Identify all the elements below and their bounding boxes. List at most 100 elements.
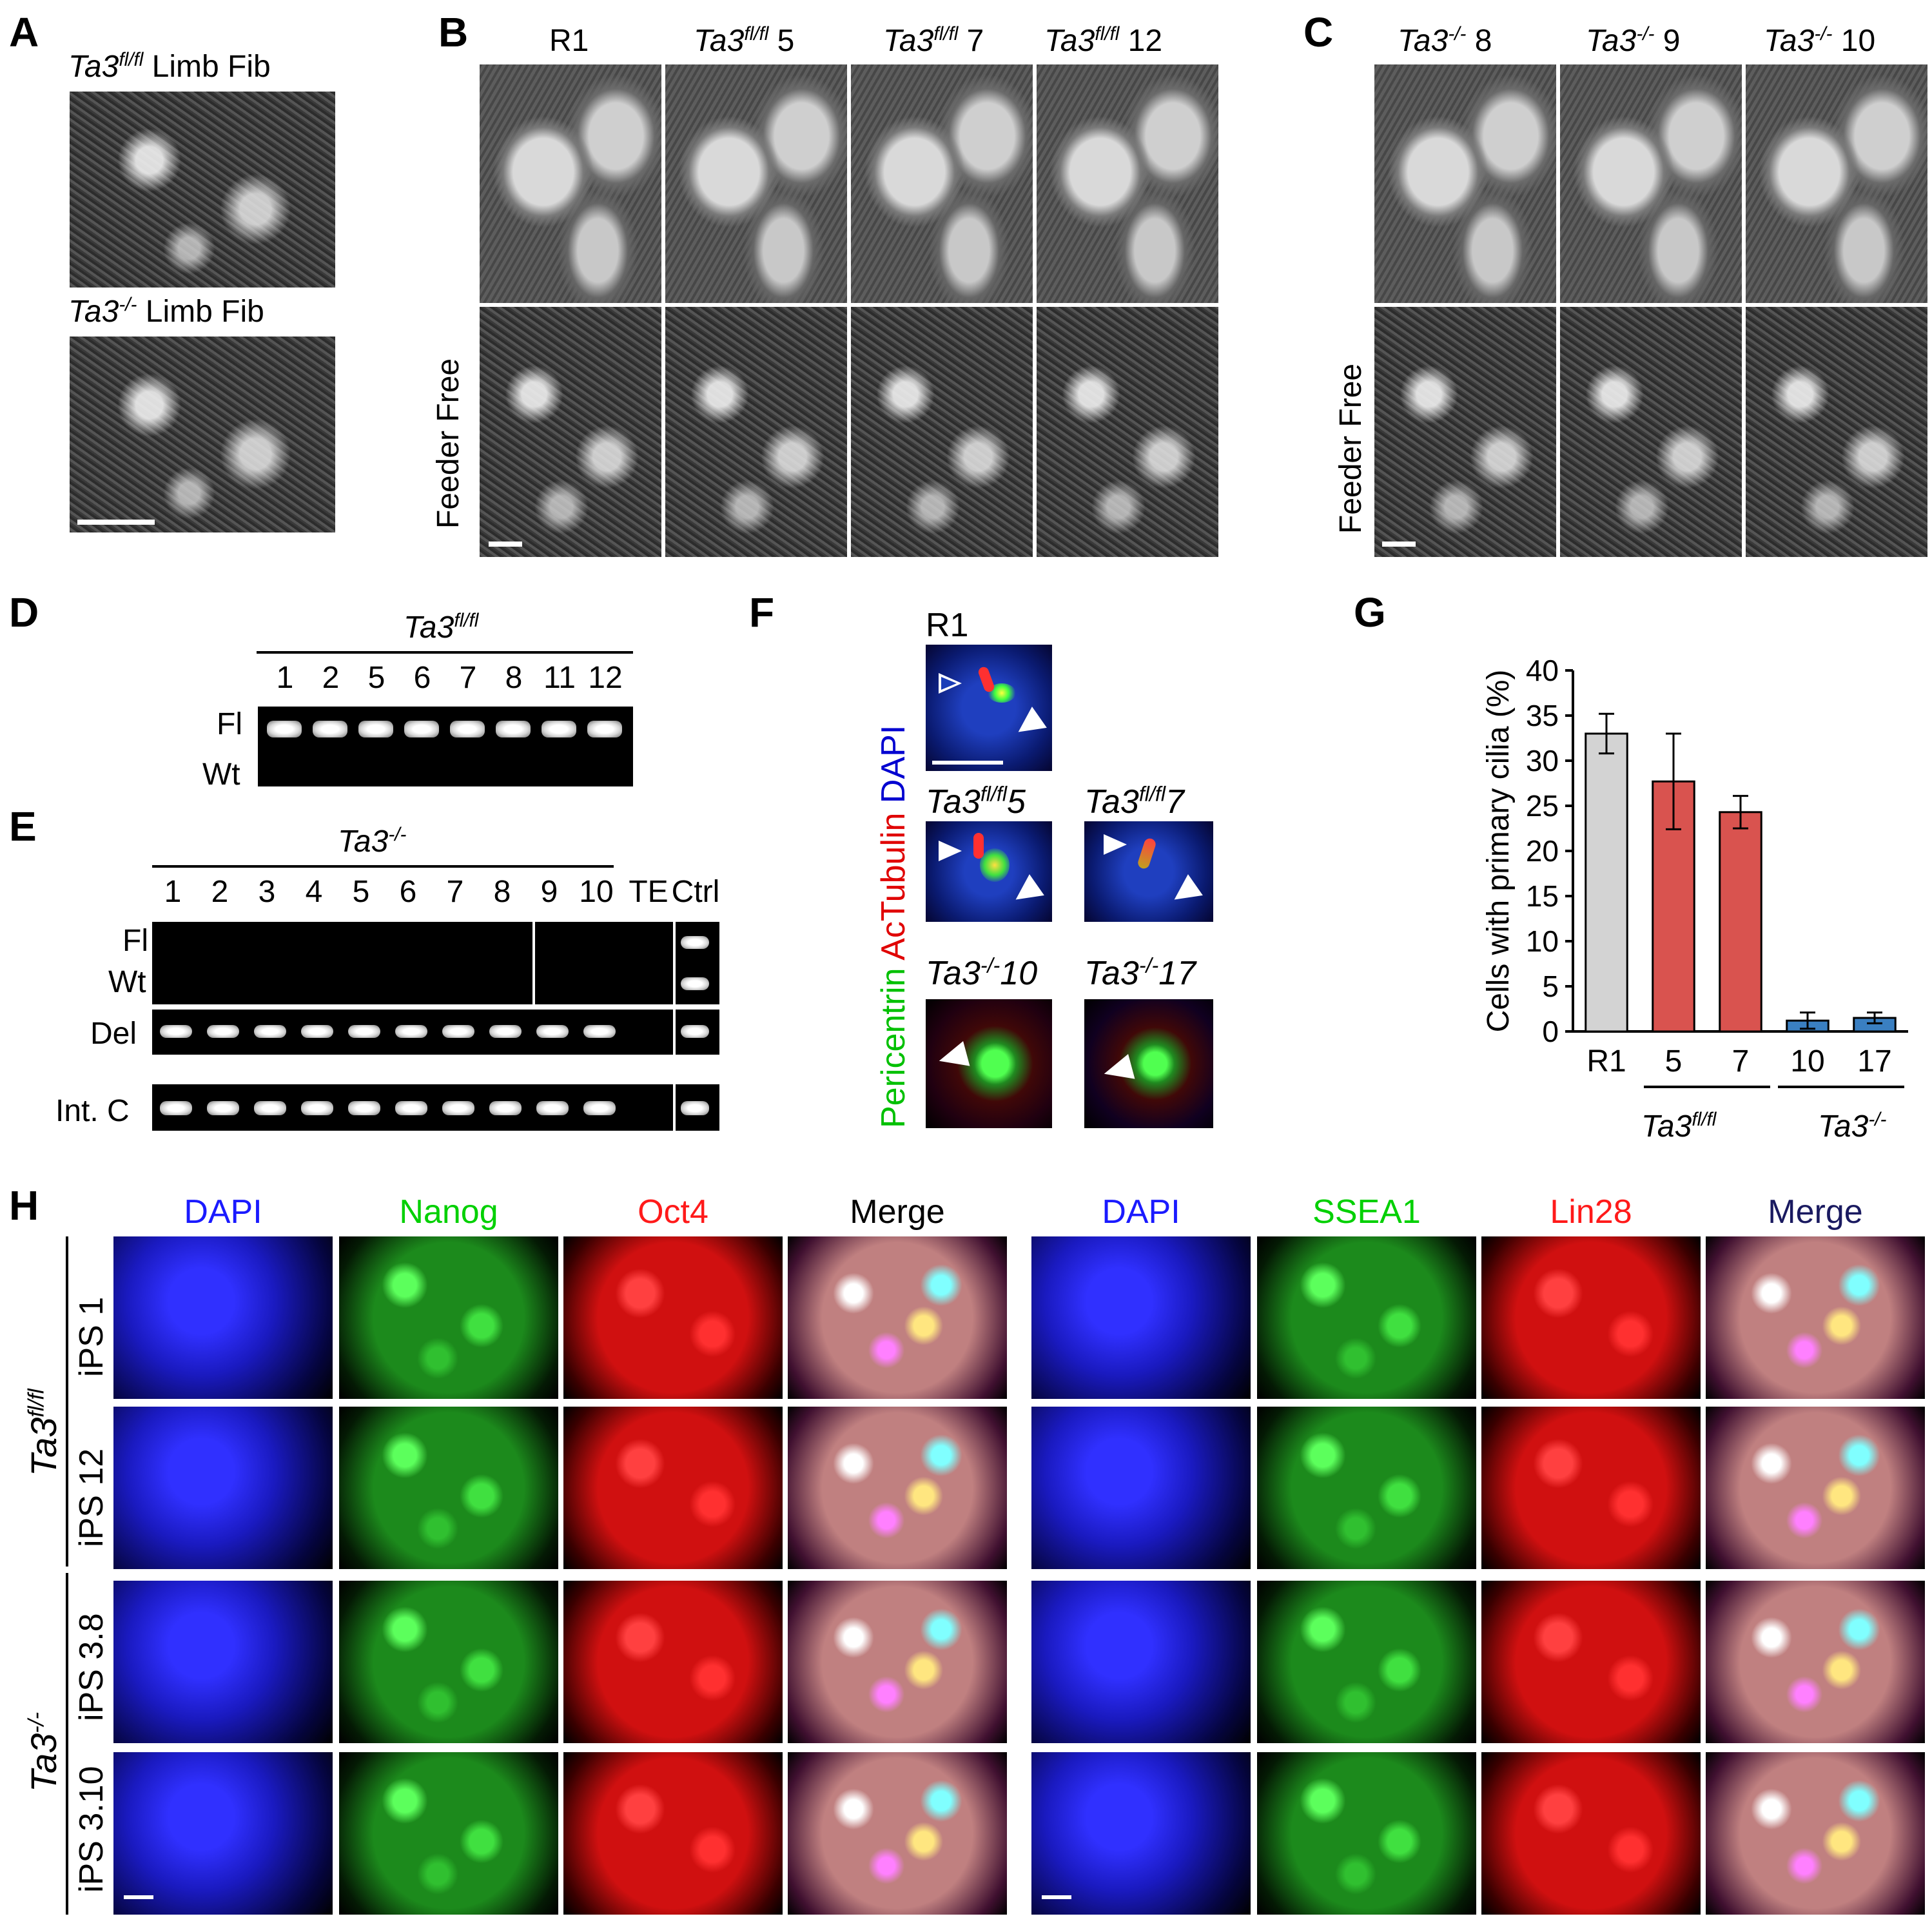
genotype-sup: -/-: [1448, 23, 1467, 44]
column-header: Merge: [1768, 1193, 1863, 1231]
gene-name: Ta3: [1084, 783, 1139, 821]
fluorescence-image: [563, 1752, 783, 1915]
genotype-sup: -/-: [24, 1712, 49, 1733]
filled-arrowhead-icon: [1008, 874, 1044, 910]
panel-g-label: G: [1354, 589, 1386, 636]
fluorescence-image: [1481, 1407, 1701, 1569]
y-tick-label: 20: [1526, 834, 1559, 868]
panel-c-feeder-free-label: Feeder Free: [1334, 363, 1368, 534]
column-title: Ta3-/- 9: [1586, 24, 1680, 58]
panel-d-header: Ta3fl/fl: [404, 610, 478, 645]
gene-name: Ta3: [883, 24, 934, 58]
fluorescence-image: [788, 1581, 1007, 1743]
pcr-band: [587, 721, 622, 737]
row-label-fl: Fl: [122, 924, 148, 958]
lane-number: 8: [505, 661, 523, 695]
header-rule: [152, 865, 614, 868]
column-header: DAPI: [1102, 1193, 1180, 1231]
lane-number: 7: [459, 661, 477, 695]
fl7-feeder-free-image: [851, 307, 1033, 557]
gel-divider: [673, 1010, 676, 1055]
lane-number: 7: [446, 875, 464, 909]
clone-number: 10: [1832, 24, 1876, 58]
chart-labels: 0 5 10 15 20 25 30 35 40 Cells with primary cilia…: [1481, 654, 1892, 1079]
gene-name: Ta3: [1818, 1109, 1869, 1144]
del-band: [348, 1025, 380, 1038]
column-header: Lin28: [1550, 1193, 1632, 1231]
fluorescence-image: [1257, 1752, 1476, 1915]
fluorescence-image: [113, 1236, 333, 1399]
fluorescence-image: [1481, 1581, 1701, 1743]
fl7-feeder-image: [851, 64, 1033, 303]
del-band: [395, 1025, 427, 1038]
category-label: 10: [1790, 1044, 1824, 1079]
fluorescence-image: [563, 1407, 783, 1569]
open-arrowhead-icon: [1104, 834, 1127, 855]
pcr-band: [496, 721, 531, 737]
filled-arrowhead-icon: [935, 1040, 970, 1074]
fluorescence-image: [788, 1236, 1007, 1399]
title-rest: Limb Fib: [143, 50, 271, 84]
column-title: Ta3fl/fl 12: [1044, 24, 1162, 57]
column-title: Ta3-/- 8: [1398, 23, 1492, 57]
genotype-bracket: [66, 1236, 68, 1567]
gene-name: Ta3: [926, 783, 981, 821]
gene-name: Ta3: [694, 24, 745, 58]
fluorescence-image: [1031, 1407, 1251, 1569]
panel-d-label: D: [9, 589, 39, 636]
f-image-title-ko10: Ta3-/-10: [926, 955, 1038, 992]
ko17-cilia-image: [1084, 999, 1213, 1128]
panel-h-label: H: [9, 1182, 39, 1229]
genotype-sup: -/-: [1138, 953, 1159, 977]
pcr-band: [267, 721, 302, 737]
gene-name: Ta3: [1586, 24, 1637, 58]
gel-image-e-flwt: [152, 922, 719, 1004]
pcr-band: [313, 721, 347, 737]
clone-number: 5: [1007, 783, 1026, 821]
lane-number: 6: [413, 661, 431, 695]
lane-number: Ctrl: [671, 875, 720, 909]
gene-name: Ta3: [1764, 24, 1815, 58]
lane-number: 5: [352, 875, 370, 909]
fluorescence-image: [113, 1752, 333, 1915]
row-label: iPS 3.10: [73, 1766, 110, 1893]
gene-name: Ta3: [404, 610, 454, 645]
fluorescence-image: [339, 1407, 558, 1569]
lane-number: 12: [588, 661, 623, 695]
del-band: [536, 1025, 569, 1038]
ctrl-wt-band: [681, 977, 709, 990]
int-c-band: [442, 1101, 474, 1115]
open-arrowhead-icon: [939, 673, 962, 694]
column-title: Ta3fl/fl 7: [883, 24, 984, 58]
fluorescence-image: [339, 1236, 558, 1399]
column-header: Merge: [850, 1193, 945, 1231]
gene-name: Ta3: [338, 825, 389, 859]
column-header: Nanog: [399, 1193, 498, 1231]
ko10-feeder-free-image: [1746, 307, 1927, 557]
lane-number: 11: [543, 661, 576, 695]
row-label: iPS 1: [73, 1296, 110, 1377]
genotype-sup: fl/fl: [1138, 782, 1166, 806]
fl5-feeder-free-image: [665, 307, 847, 557]
clone-number: 10: [1000, 955, 1038, 992]
clone-number: 17: [1158, 955, 1196, 992]
gene-name: Ta3: [1641, 1109, 1692, 1144]
r1-feeder-free-image: [480, 307, 661, 557]
fluorescence-image: [1257, 1407, 1476, 1569]
lane-number: 5: [367, 661, 385, 695]
lane-number: 3: [258, 875, 276, 909]
fluorescence-image: [788, 1752, 1007, 1915]
y-tick-label: 35: [1526, 699, 1559, 732]
arrowhead-inner: [941, 677, 957, 690]
fluorescence-image: [788, 1407, 1007, 1569]
clone-number: 7: [1166, 783, 1184, 821]
dapi-label: DAPI: [875, 725, 912, 804]
fluorescence-image: [1706, 1236, 1925, 1399]
genotype-sup: -/-: [1814, 23, 1833, 44]
row-label: iPS 12: [73, 1448, 110, 1547]
lane-number: TE: [629, 875, 668, 909]
pcr-band: [450, 721, 485, 737]
panel-e-label: E: [9, 803, 37, 850]
fluorescence-image: [113, 1581, 333, 1743]
category-label: R1: [1586, 1044, 1626, 1079]
